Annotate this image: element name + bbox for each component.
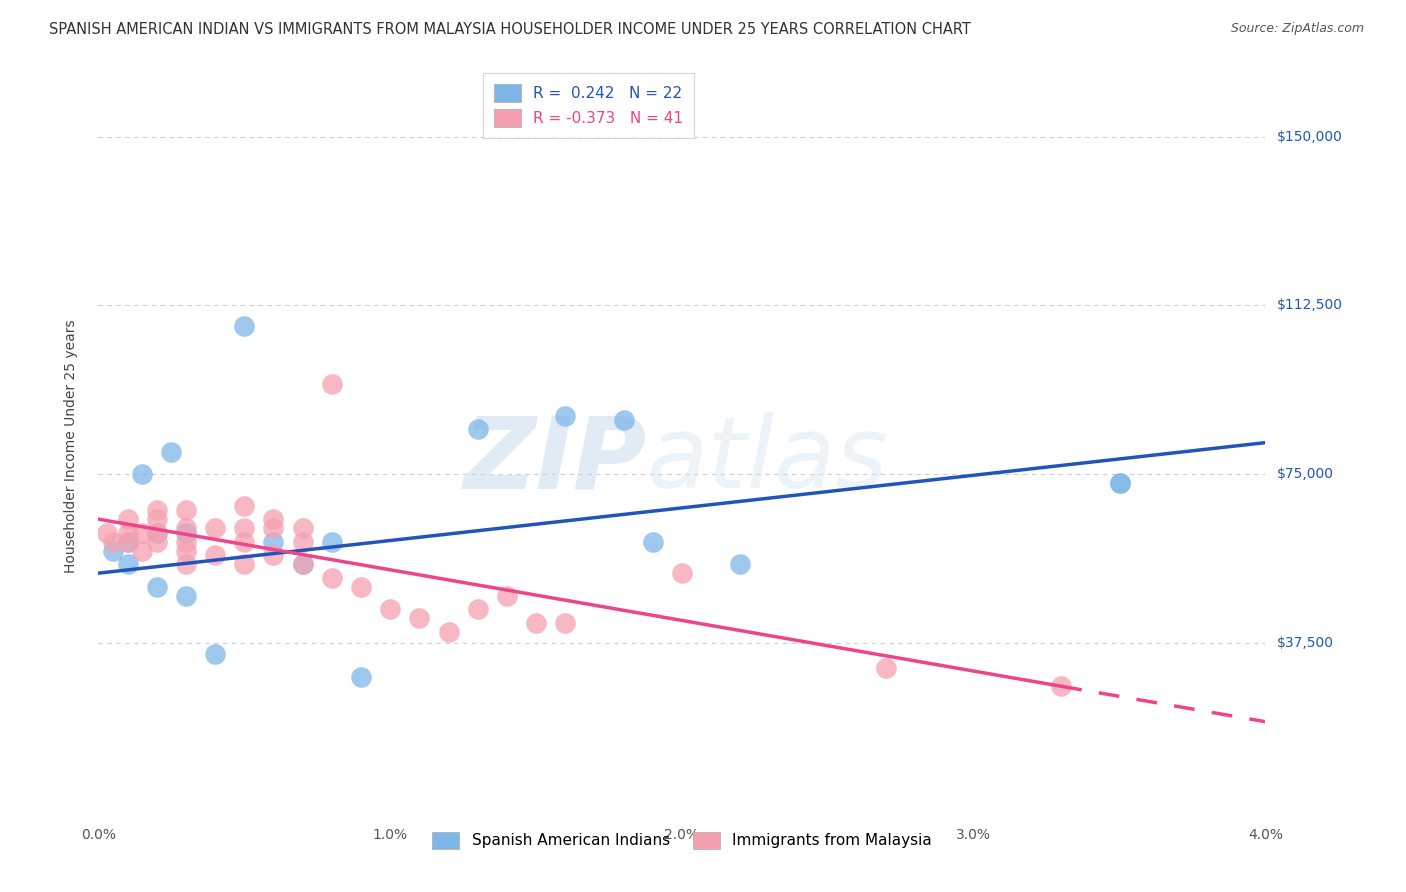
Text: $112,500: $112,500: [1277, 298, 1343, 312]
Text: Source: ZipAtlas.com: Source: ZipAtlas.com: [1230, 22, 1364, 36]
Point: [160, 444, 183, 458]
Point: [1108, 476, 1130, 491]
Point: [321, 534, 343, 549]
Point: [262, 534, 284, 549]
Point: [96, 525, 118, 540]
Point: [350, 670, 373, 684]
Point: [131, 543, 153, 558]
Point: [262, 512, 284, 526]
Point: [117, 525, 139, 540]
Point: [467, 602, 489, 616]
Point: [233, 318, 256, 333]
Text: atlas: atlas: [647, 412, 889, 509]
Point: [437, 624, 460, 639]
Point: [117, 534, 139, 549]
Point: [146, 525, 169, 540]
Point: [671, 566, 693, 581]
Point: [641, 534, 664, 549]
Y-axis label: Householder Income Under 25 years: Householder Income Under 25 years: [63, 319, 77, 573]
Point: [174, 503, 197, 517]
Point: [554, 615, 576, 630]
Point: [321, 571, 343, 585]
Point: [101, 534, 124, 549]
Point: [101, 543, 124, 558]
Point: [174, 534, 197, 549]
Text: $37,500: $37,500: [1277, 636, 1333, 650]
Point: [524, 615, 547, 630]
Point: [174, 521, 197, 535]
Legend: Spanish American Indians, Immigrants from Malaysia: Spanish American Indians, Immigrants fro…: [426, 825, 938, 855]
Point: [131, 467, 153, 482]
Point: [350, 580, 373, 594]
Point: [204, 521, 226, 535]
Point: [291, 534, 314, 549]
Point: [1050, 679, 1073, 693]
Point: [146, 503, 169, 517]
Point: [380, 602, 402, 616]
Point: [233, 557, 256, 571]
Point: [174, 543, 197, 558]
Point: [174, 525, 197, 540]
Point: [291, 521, 314, 535]
Point: [291, 557, 314, 571]
Point: [117, 534, 139, 549]
Point: [146, 534, 169, 549]
Text: ZIP: ZIP: [464, 412, 647, 509]
Point: [117, 512, 139, 526]
Point: [233, 534, 256, 549]
Text: SPANISH AMERICAN INDIAN VS IMMIGRANTS FROM MALAYSIA HOUSEHOLDER INCOME UNDER 25 : SPANISH AMERICAN INDIAN VS IMMIGRANTS FR…: [49, 22, 972, 37]
Point: [174, 589, 197, 603]
Point: [875, 661, 897, 675]
Point: [233, 521, 256, 535]
Point: [262, 521, 284, 535]
Point: [117, 557, 139, 571]
Point: [204, 548, 226, 562]
Text: $75,000: $75,000: [1277, 467, 1333, 481]
Point: [321, 377, 343, 392]
Point: [467, 422, 489, 436]
Point: [496, 589, 519, 603]
Text: $150,000: $150,000: [1277, 129, 1343, 144]
Point: [1108, 476, 1130, 491]
Point: [146, 580, 169, 594]
Point: [131, 525, 153, 540]
Point: [612, 413, 634, 427]
Point: [146, 525, 169, 540]
Point: [408, 611, 430, 625]
Point: [204, 647, 226, 661]
Point: [730, 557, 752, 571]
Point: [174, 557, 197, 571]
Point: [554, 409, 576, 423]
Point: [291, 557, 314, 571]
Point: [262, 548, 284, 562]
Point: [146, 512, 169, 526]
Point: [233, 499, 256, 513]
